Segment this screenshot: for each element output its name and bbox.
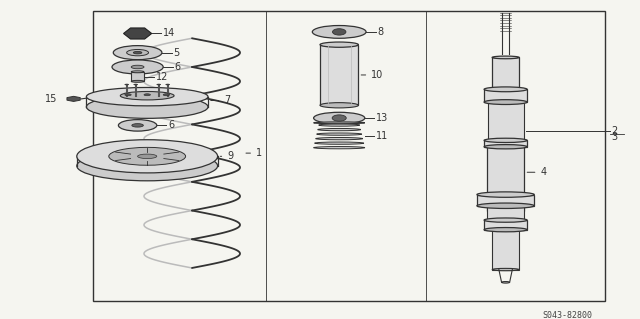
Ellipse shape (125, 94, 131, 96)
Ellipse shape (312, 26, 366, 38)
Text: 2: 2 (611, 126, 618, 136)
Polygon shape (67, 96, 80, 101)
Ellipse shape (333, 29, 346, 35)
Ellipse shape (157, 84, 161, 85)
Ellipse shape (484, 218, 527, 222)
Ellipse shape (77, 140, 218, 173)
Ellipse shape (134, 84, 138, 85)
Text: 12: 12 (156, 71, 168, 82)
Ellipse shape (502, 281, 509, 283)
Ellipse shape (125, 84, 129, 85)
Ellipse shape (314, 122, 365, 124)
Ellipse shape (317, 129, 361, 131)
Text: 8: 8 (378, 27, 384, 37)
Text: 3: 3 (611, 132, 618, 142)
Ellipse shape (484, 87, 527, 92)
Ellipse shape (131, 71, 144, 73)
Ellipse shape (477, 192, 534, 197)
Polygon shape (487, 147, 524, 211)
Ellipse shape (109, 147, 186, 165)
Text: S043-82800: S043-82800 (542, 311, 592, 319)
Polygon shape (487, 206, 524, 220)
Ellipse shape (86, 87, 208, 106)
Ellipse shape (316, 137, 363, 140)
Ellipse shape (144, 94, 150, 96)
Ellipse shape (138, 154, 157, 159)
Ellipse shape (120, 92, 174, 100)
Polygon shape (484, 140, 527, 147)
Ellipse shape (131, 65, 144, 69)
Ellipse shape (132, 124, 143, 127)
Ellipse shape (113, 46, 162, 60)
Ellipse shape (86, 95, 208, 118)
Ellipse shape (484, 227, 527, 232)
Text: 6: 6 (168, 120, 175, 130)
Ellipse shape (133, 51, 142, 54)
Ellipse shape (77, 151, 218, 181)
Ellipse shape (484, 145, 527, 149)
Text: 14: 14 (163, 28, 175, 39)
Ellipse shape (320, 42, 358, 47)
Polygon shape (492, 57, 519, 89)
Ellipse shape (112, 60, 163, 74)
Text: 4: 4 (527, 167, 547, 177)
Ellipse shape (314, 146, 365, 149)
Ellipse shape (319, 124, 360, 126)
Text: 10: 10 (361, 70, 383, 80)
Ellipse shape (118, 120, 157, 131)
Polygon shape (320, 45, 358, 105)
Text: 11: 11 (376, 131, 388, 141)
Text: 15: 15 (45, 94, 58, 104)
Ellipse shape (317, 133, 362, 135)
Polygon shape (124, 28, 152, 39)
Ellipse shape (315, 142, 364, 144)
Polygon shape (488, 102, 524, 140)
Text: 7: 7 (211, 95, 230, 106)
Ellipse shape (492, 268, 519, 271)
Ellipse shape (477, 203, 534, 209)
Ellipse shape (320, 103, 358, 108)
Text: 9: 9 (220, 151, 234, 161)
Text: 5: 5 (173, 48, 180, 58)
Ellipse shape (127, 49, 148, 56)
Polygon shape (484, 220, 527, 230)
Polygon shape (131, 72, 144, 81)
Polygon shape (492, 230, 519, 270)
Ellipse shape (484, 100, 527, 105)
Ellipse shape (131, 80, 144, 82)
Ellipse shape (518, 195, 532, 206)
Text: 6: 6 (175, 62, 181, 72)
Text: 1: 1 (246, 148, 262, 158)
Ellipse shape (479, 195, 493, 206)
Ellipse shape (484, 138, 527, 143)
Ellipse shape (314, 112, 365, 124)
Ellipse shape (163, 94, 170, 96)
Polygon shape (477, 195, 534, 206)
Text: 13: 13 (376, 113, 388, 123)
Ellipse shape (492, 56, 519, 59)
Polygon shape (484, 89, 527, 102)
Ellipse shape (166, 84, 170, 85)
Ellipse shape (332, 115, 346, 121)
